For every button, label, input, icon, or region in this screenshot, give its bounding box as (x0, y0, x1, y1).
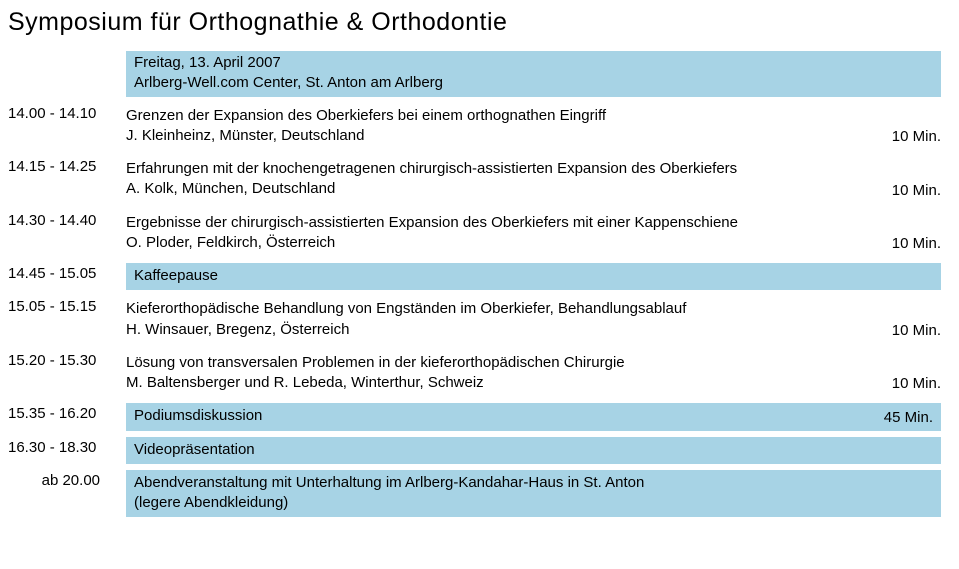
duration (913, 512, 933, 513)
session-desc: Abendveranstaltung mit Unterhaltung im A… (134, 473, 644, 514)
content-cell: Lösung von transversalen Problemen in de… (126, 350, 941, 398)
time-cell: ab 20.00 (8, 470, 126, 518)
content-cell: Abendveranstaltung mit Unterhaltung im A… (126, 470, 941, 518)
session-desc: Erfahrungen mit der knochengetragenen ch… (126, 159, 737, 200)
time-cell: 16.30 - 18.30 (8, 437, 126, 464)
schedule-row: Freitag, 13. April 2007 Arlberg-Well.com… (8, 51, 941, 97)
session-desc: Freitag, 13. April 2007 Arlberg-Well.com… (134, 53, 443, 94)
session-desc: Kieferorthopädische Behandlung von Engst… (126, 299, 686, 340)
content-cell: Podiumsdiskussion 45 Min. (126, 403, 941, 430)
time-cell: 14.15 - 14.25 (8, 156, 126, 204)
session-desc: Videopräsentation (134, 440, 255, 460)
schedule-row: 15.35 - 16.20 Podiumsdiskussion 45 Min. (8, 403, 941, 430)
time-cell: 14.30 - 14.40 (8, 210, 126, 258)
time-cell: 14.00 - 14.10 (8, 103, 126, 151)
content-cell: Videopräsentation (126, 437, 941, 464)
session-desc: Grenzen der Expansion des Oberkiefers be… (126, 106, 606, 147)
time-cell: 15.05 - 15.15 (8, 296, 126, 344)
time-cell (8, 51, 126, 97)
duration: 45 Min. (864, 409, 933, 427)
schedule-row: 14.30 - 14.40 Ergebnisse der chirurgisch… (8, 210, 941, 258)
schedule-table: Freitag, 13. April 2007 Arlberg-Well.com… (8, 51, 941, 517)
session-desc: Podiumsdiskussion (134, 406, 262, 426)
schedule-row: 16.30 - 18.30 Videopräsentation (8, 437, 941, 464)
time-cell: 15.20 - 15.30 (8, 350, 126, 398)
session-desc: Ergebnisse der chirurgisch-assistierten … (126, 213, 738, 254)
duration: 10 Min. (872, 235, 941, 253)
schedule-row: 15.20 - 15.30 Lösung von transversalen P… (8, 350, 941, 398)
duration: 10 Min. (872, 128, 941, 146)
page-title: Symposium für Orthognathie & Orthodontie (8, 8, 941, 37)
content-cell: Ergebnisse der chirurgisch-assistierten … (126, 210, 941, 258)
content-cell: Kieferorthopädische Behandlung von Engst… (126, 296, 941, 344)
content-cell: Freitag, 13. April 2007 Arlberg-Well.com… (126, 51, 941, 97)
schedule-row: 14.15 - 14.25 Erfahrungen mit der knoche… (8, 156, 941, 204)
schedule-row: 15.05 - 15.15 Kieferorthopädische Behand… (8, 296, 941, 344)
time-cell: 14.45 - 15.05 (8, 263, 126, 290)
schedule-row: 14.45 - 15.05 Kaffeepause (8, 263, 941, 290)
time-cell: 15.35 - 16.20 (8, 403, 126, 430)
duration: 10 Min. (872, 322, 941, 340)
duration: 10 Min. (872, 375, 941, 393)
content-cell: Kaffeepause (126, 263, 941, 290)
content-cell: Grenzen der Expansion des Oberkiefers be… (126, 103, 941, 151)
duration (913, 93, 933, 94)
session-desc: Lösung von transversalen Problemen in de… (126, 353, 625, 394)
duration (913, 285, 933, 286)
content-cell: Erfahrungen mit der knochengetragenen ch… (126, 156, 941, 204)
duration: 10 Min. (872, 182, 941, 200)
schedule-row: ab 20.00 Abendveranstaltung mit Unterhal… (8, 470, 941, 518)
session-desc: Kaffeepause (134, 266, 218, 286)
duration (913, 459, 933, 460)
schedule-row: 14.00 - 14.10 Grenzen der Expansion des … (8, 103, 941, 151)
